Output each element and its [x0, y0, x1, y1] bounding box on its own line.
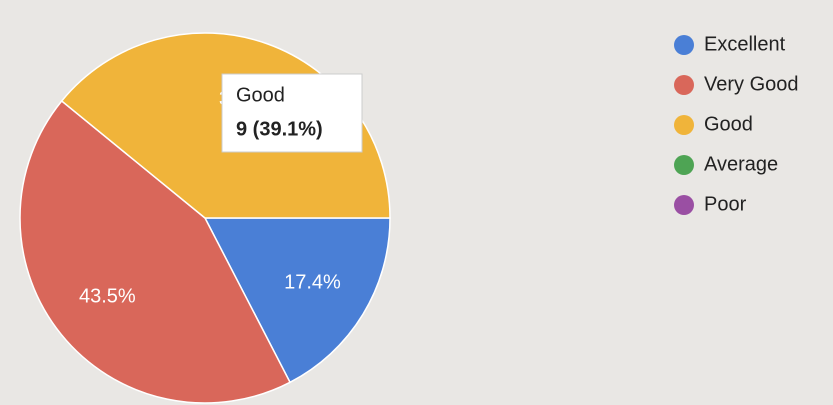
- legend-swatch: [674, 35, 694, 55]
- legend-swatch: [674, 115, 694, 135]
- legend-label: Average: [704, 153, 778, 175]
- legend-swatch: [674, 155, 694, 175]
- slice-label: 17.4%: [284, 272, 341, 294]
- legend-swatch: [674, 195, 694, 215]
- slice-label: 43.5%: [79, 286, 136, 308]
- legend-swatch: [674, 75, 694, 95]
- tooltip-text: 9 (39.1%): [236, 118, 323, 140]
- legend-label: Very Good: [704, 73, 799, 95]
- pie-slice: [203, 217, 391, 384]
- tooltip-title: Good: [236, 84, 285, 106]
- legend-label: Poor: [704, 193, 747, 215]
- legend-label: Excellent: [704, 33, 786, 55]
- legend-label: Good: [704, 113, 753, 135]
- tooltip-box: [221, 73, 363, 153]
- pie-slice: [19, 99, 292, 404]
